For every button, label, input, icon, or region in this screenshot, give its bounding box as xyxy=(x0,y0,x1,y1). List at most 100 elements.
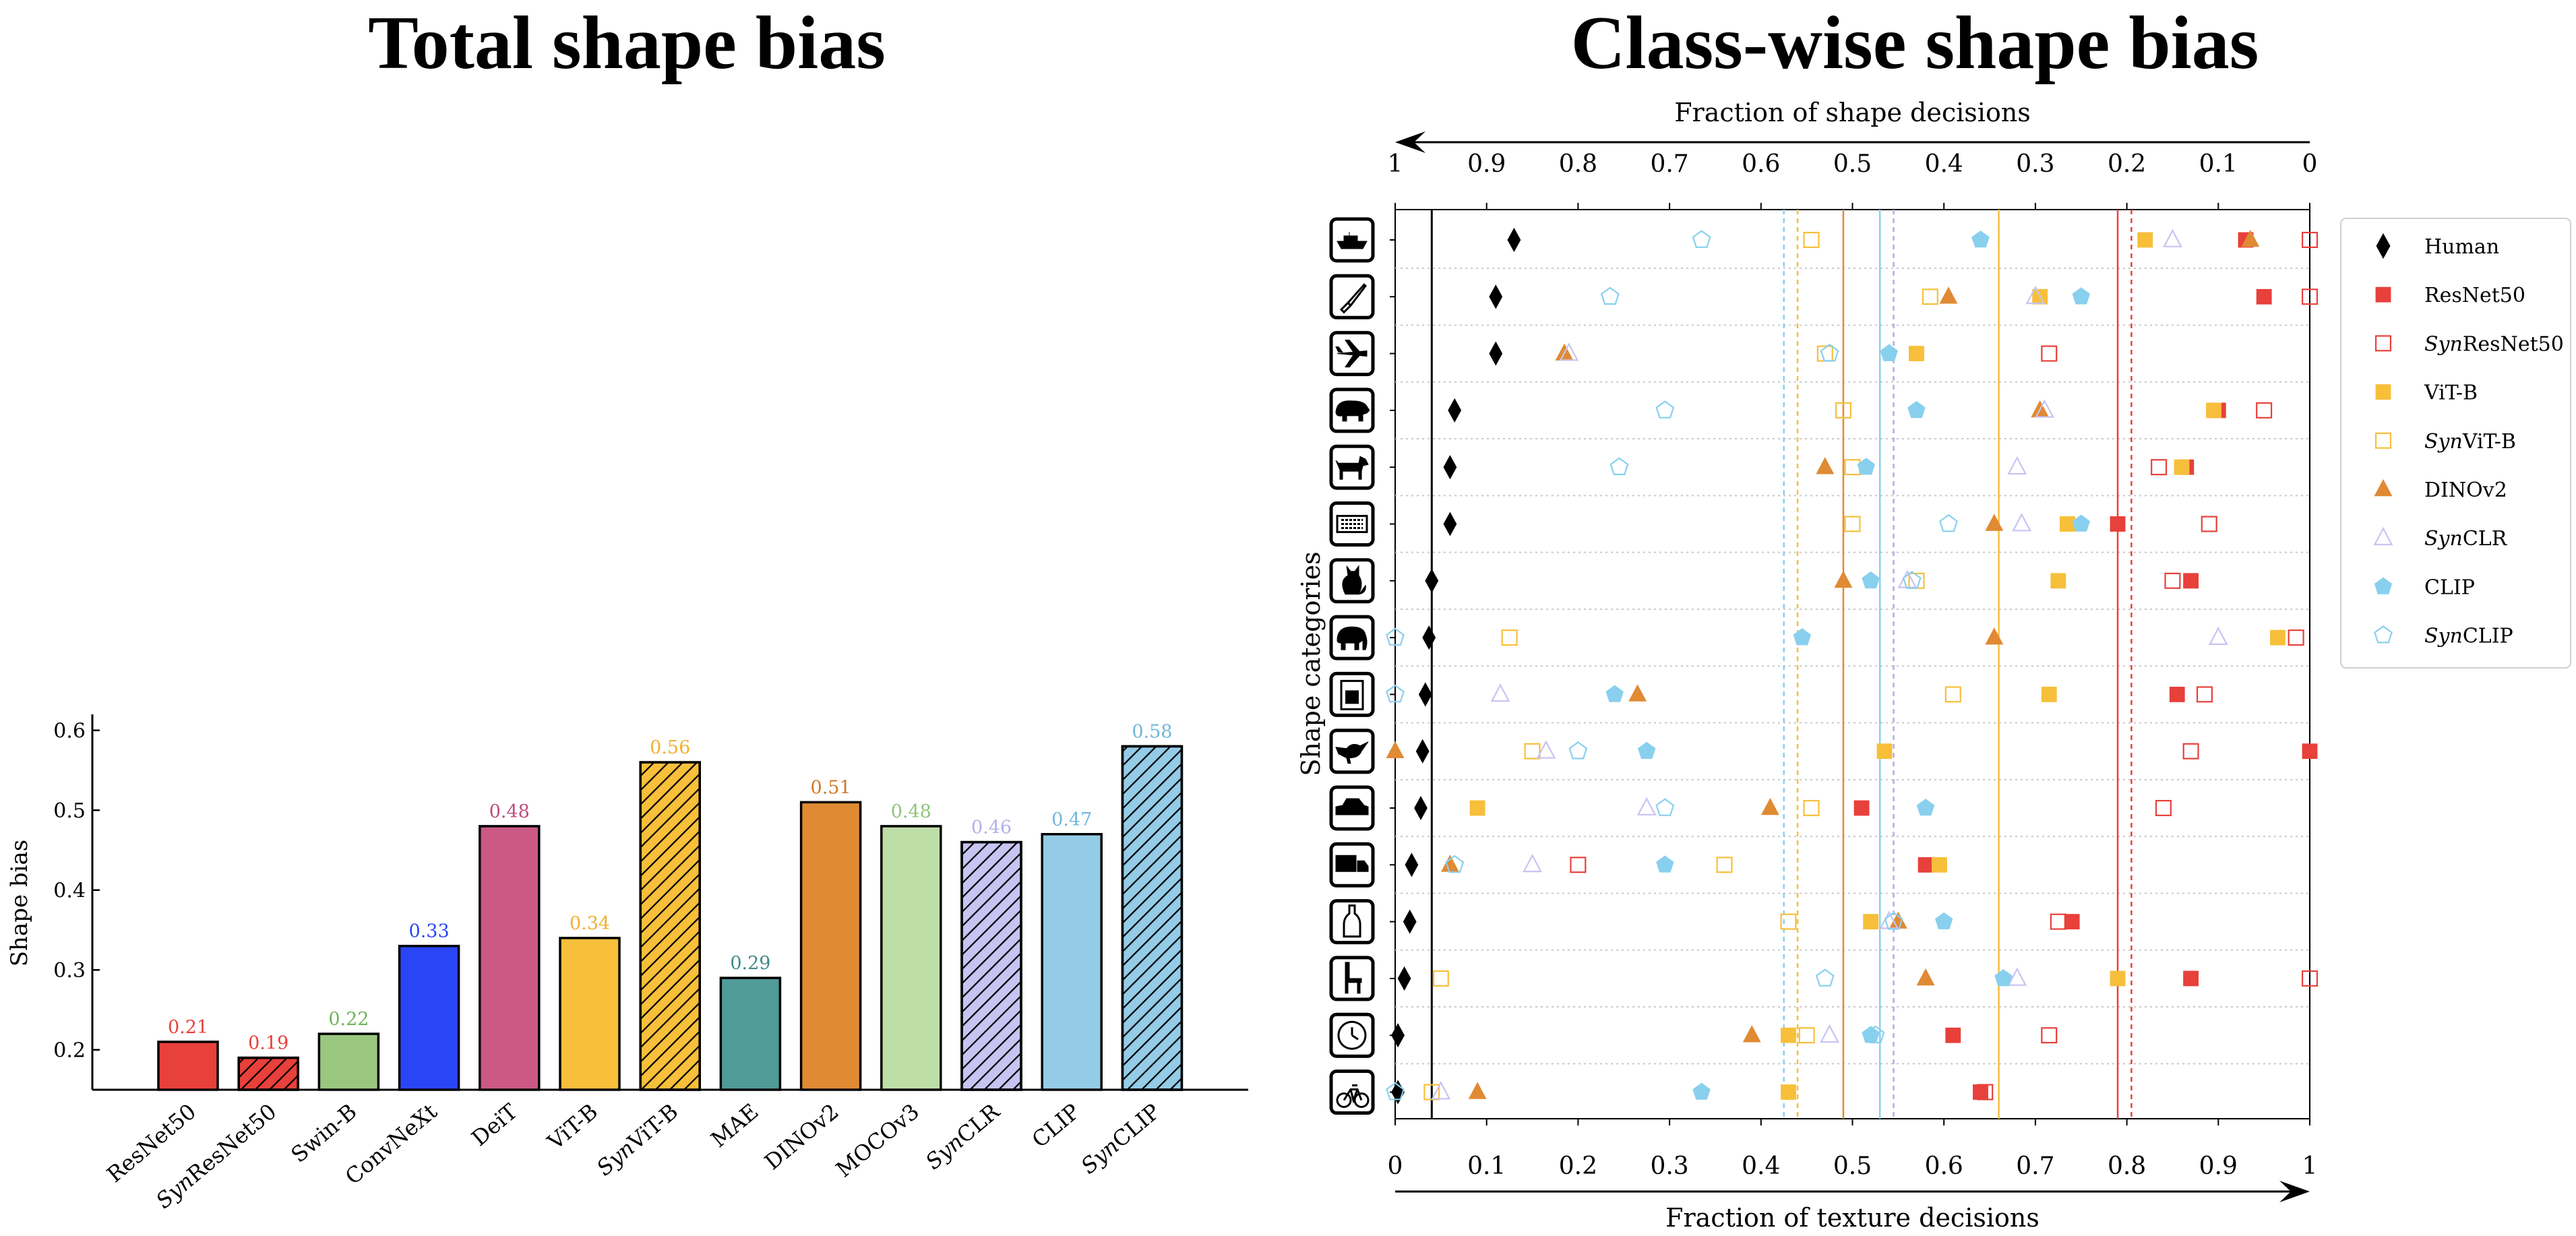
data-point xyxy=(2302,743,2318,760)
data-point xyxy=(1945,1027,1961,1043)
icon-glyph xyxy=(1345,962,1362,994)
top-tick-label: 0 xyxy=(2302,150,2318,178)
legend-label: SynViT-B xyxy=(2424,430,2516,454)
top-tick-label: 0.1 xyxy=(2199,150,2238,178)
bar xyxy=(479,825,541,1091)
legend-label-name: CLIP xyxy=(2424,576,2475,599)
data-point xyxy=(1468,1082,1487,1099)
legend-marker xyxy=(2375,384,2391,400)
x-tick-label-name: Swin-B xyxy=(286,1099,361,1168)
data-point xyxy=(2196,686,2213,703)
top-tick-label: 0.4 xyxy=(1925,150,1963,178)
legend-marker xyxy=(2373,526,2393,546)
bottom-tick-label: 0.8 xyxy=(2108,1152,2146,1180)
y-axis-label: Shape categories xyxy=(1296,551,1326,776)
data-point xyxy=(2256,402,2273,419)
data-point xyxy=(2206,402,2221,419)
data-point xyxy=(1866,1025,1885,1044)
data-point xyxy=(2155,799,2172,817)
oven-icon xyxy=(1329,671,1375,717)
knife-icon xyxy=(1329,274,1375,319)
icon-glyph xyxy=(1337,232,1368,249)
data-point xyxy=(2012,513,2031,532)
data-point xyxy=(1636,797,1657,815)
legend-label-name: ResNet50 xyxy=(2424,284,2525,307)
icon-glyph xyxy=(1335,456,1369,480)
data-point xyxy=(2183,573,2199,589)
data-point xyxy=(2072,514,2090,532)
data-point xyxy=(2110,516,2126,532)
legend-label: SynResNet50 xyxy=(2424,332,2564,356)
y-tick-label: 0.6 xyxy=(53,720,86,743)
data-point xyxy=(1880,344,1898,361)
data-point xyxy=(1692,1082,1711,1100)
x-tick-label: SynViT-B xyxy=(592,1099,683,1181)
data-point xyxy=(1973,1084,1988,1100)
left-chart-title: Total shape bias xyxy=(368,1,886,85)
bar-hatch xyxy=(960,840,1022,1091)
icon-glyph xyxy=(1337,1020,1367,1050)
top-tick-label: 0.8 xyxy=(1559,150,1597,178)
data-point xyxy=(1985,514,2004,531)
data-point xyxy=(2007,456,2027,475)
data-point xyxy=(2163,228,2182,247)
icon-glyph xyxy=(1335,798,1369,815)
data-point xyxy=(1501,629,1518,646)
legend-marker xyxy=(2374,432,2392,449)
icon-glyph xyxy=(1336,1084,1370,1108)
data-point xyxy=(1909,346,1924,362)
bar xyxy=(559,937,621,1091)
data-point xyxy=(1489,341,1503,366)
airplane-icon xyxy=(1329,331,1375,377)
legend-label-prefix: Syn xyxy=(2424,332,2463,356)
data-point xyxy=(1781,1084,1796,1100)
bar-value-label: 0.33 xyxy=(409,921,450,942)
data-point xyxy=(1692,230,1711,248)
data-point xyxy=(2183,970,2199,987)
legend-frame xyxy=(2340,218,2571,669)
data-point xyxy=(2025,285,2046,305)
data-point xyxy=(1844,459,1861,476)
data-point xyxy=(2301,288,2319,305)
data-point xyxy=(1448,398,1462,423)
data-point xyxy=(1994,968,2013,987)
data-point xyxy=(1605,685,1624,702)
legend-label-prefix: Syn xyxy=(2424,430,2463,454)
data-point xyxy=(1386,627,1405,646)
data-point xyxy=(1971,230,1990,248)
data-point xyxy=(1803,799,1820,817)
legend-label: DINOv2 xyxy=(2424,478,2507,502)
data-point xyxy=(2041,345,2058,362)
bottom-tick-label: 0.7 xyxy=(2016,1152,2054,1180)
data-point xyxy=(1397,966,1411,991)
data-point xyxy=(1523,853,1542,873)
data-point xyxy=(2041,1027,2058,1044)
icon-glyph xyxy=(1335,340,1368,368)
bottom-axis-label: Fraction of texture decisions xyxy=(1665,1203,2040,1233)
bear-icon xyxy=(1329,388,1375,433)
data-point xyxy=(1418,682,1432,707)
data-point xyxy=(1853,800,1870,816)
data-point xyxy=(1742,1025,1761,1043)
icon-glyph xyxy=(1342,565,1366,595)
data-point xyxy=(1844,516,1861,532)
car-icon xyxy=(1329,785,1375,831)
x-tick-label-name: CLIP xyxy=(1027,1099,1085,1152)
legend-marker xyxy=(2374,478,2393,497)
data-point xyxy=(1469,800,1485,816)
bottle-icon xyxy=(1329,899,1375,945)
bottom-tick-label: 0.4 xyxy=(1742,1152,1780,1180)
bar xyxy=(719,977,782,1091)
data-point xyxy=(1816,457,1835,474)
legend-label-prefix: Syn xyxy=(2424,527,2463,551)
bar-chart: 0.2 0.3 0.4 0.5 0.6 Shape bias 0.21 ResNet50 0.1… xyxy=(6,714,1248,1214)
top-tick-label: 0.2 xyxy=(2108,150,2146,178)
x-tick-label-name: ResNet50 xyxy=(182,1099,281,1187)
bar-value-label: 0.22 xyxy=(328,1009,369,1030)
bar-value-label: 0.51 xyxy=(811,777,851,798)
x-tick-label-name: MAE xyxy=(706,1099,763,1152)
legend-marker xyxy=(2374,335,2392,352)
x-tick-label-name: MOCOv3 xyxy=(831,1099,924,1182)
elephant-icon xyxy=(1329,615,1375,660)
data-point xyxy=(1798,1027,1815,1044)
